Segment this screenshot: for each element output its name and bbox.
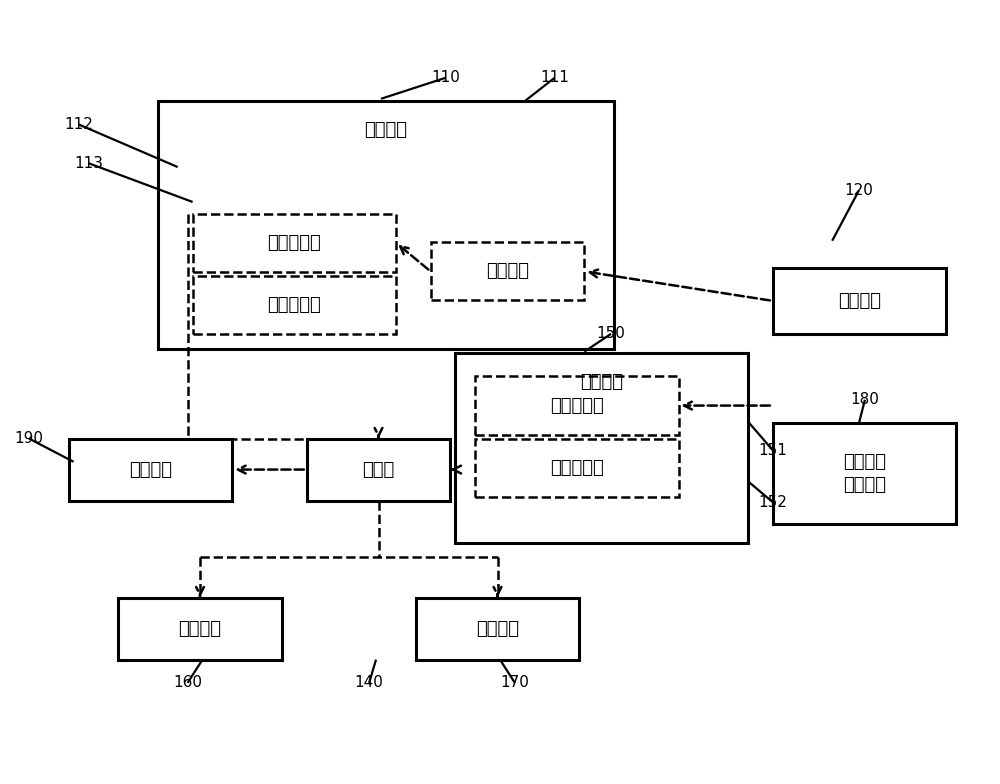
Text: 180: 180: [850, 392, 879, 407]
Bar: [431, 242, 584, 300]
Text: 140: 140: [355, 675, 384, 691]
Text: 160: 160: [173, 675, 202, 691]
Text: 110: 110: [431, 71, 460, 85]
Text: 111: 111: [540, 71, 569, 85]
Text: 操作按钮: 操作按钮: [838, 292, 881, 310]
Text: 113: 113: [74, 156, 103, 171]
Bar: [193, 213, 396, 272]
Text: 150: 150: [597, 326, 626, 341]
Text: 运行模式
选择装置: 运行模式 选择装置: [843, 452, 886, 494]
Bar: [193, 276, 396, 334]
Text: 测量装置: 测量装置: [364, 121, 407, 139]
Text: 计时传感器: 计时传感器: [267, 234, 321, 252]
Text: 120: 120: [845, 183, 873, 198]
Bar: [773, 268, 946, 334]
Text: 190: 190: [14, 431, 43, 446]
Bar: [416, 597, 579, 659]
Text: 系统板: 系统板: [362, 460, 395, 478]
Text: 报警装置: 报警装置: [476, 619, 519, 637]
Text: 湿度传感器: 湿度传感器: [550, 459, 604, 477]
Bar: [475, 376, 678, 434]
Text: 显示装置: 显示装置: [179, 619, 222, 637]
Bar: [455, 354, 748, 543]
Bar: [307, 438, 450, 501]
Text: 计数传感器: 计数传感器: [267, 296, 321, 314]
Bar: [69, 438, 232, 501]
Bar: [475, 438, 678, 497]
Text: 152: 152: [758, 495, 787, 510]
Bar: [118, 597, 282, 659]
Bar: [773, 423, 956, 524]
Text: 170: 170: [500, 675, 529, 691]
Text: 温度传感器: 温度传感器: [550, 397, 604, 415]
Text: 存储终端: 存储终端: [129, 460, 172, 478]
Text: 112: 112: [64, 117, 93, 132]
Bar: [158, 101, 614, 350]
Text: 同步按钮: 同步按钮: [486, 263, 529, 281]
Text: 监控装置: 监控装置: [580, 372, 623, 390]
Text: 151: 151: [758, 443, 787, 458]
